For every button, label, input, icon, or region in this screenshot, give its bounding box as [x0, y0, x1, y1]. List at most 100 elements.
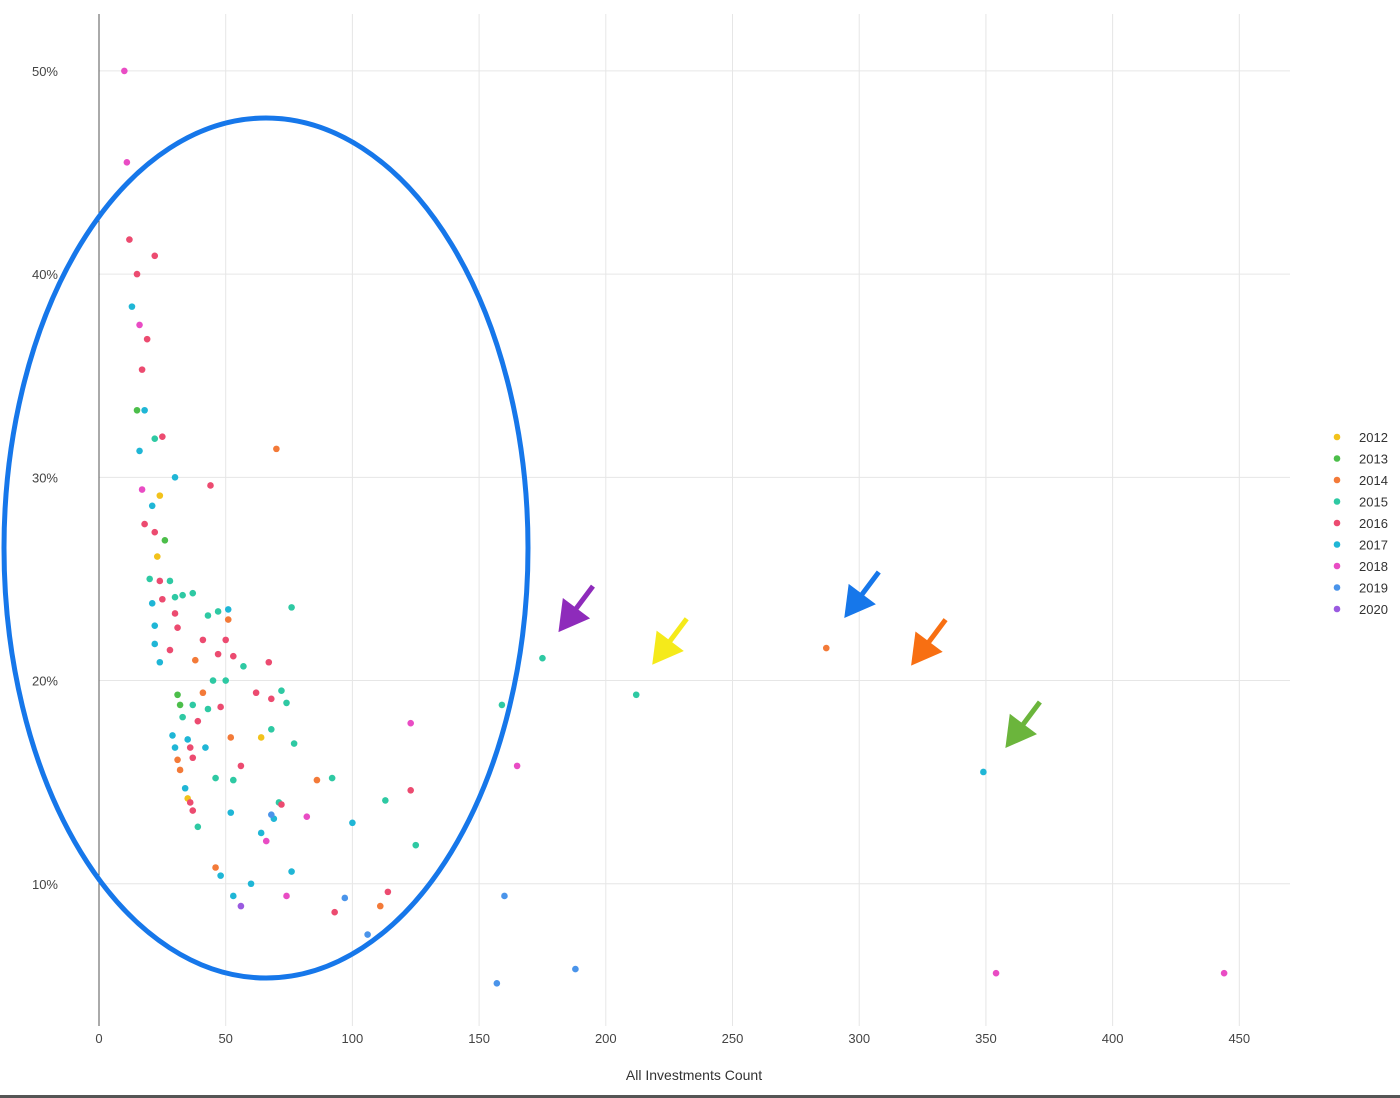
y-tick-label: 50% — [32, 64, 58, 79]
data-point-2016 — [156, 577, 164, 585]
data-point-2014 — [227, 734, 235, 741]
data-point-2017 — [128, 303, 136, 310]
data-point-2015 — [278, 687, 285, 694]
data-point-2016 — [143, 335, 151, 343]
annotation-arrow — [1005, 700, 1042, 748]
data-point-2016 — [268, 695, 275, 703]
legend-label: 2012 — [1359, 430, 1388, 445]
x-tick-label: 100 — [342, 1031, 364, 1046]
data-point-2017 — [171, 474, 179, 481]
data-point-2016 — [141, 520, 148, 528]
data-point-2015 — [204, 612, 212, 619]
data-point-2015 — [214, 608, 222, 615]
data-point-2015 — [240, 663, 247, 670]
data-point-2016 — [159, 433, 166, 440]
legend-label: 2013 — [1359, 452, 1388, 467]
annotation-arrow — [844, 570, 881, 619]
x-tick-label: 0 — [95, 1031, 102, 1046]
data-point-2016 — [189, 807, 197, 814]
arrow-head — [558, 597, 591, 633]
bottom-border — [0, 1095, 1400, 1098]
data-point-2018 — [513, 762, 521, 770]
data-point-2015 — [498, 701, 506, 709]
data-point-2015 — [212, 774, 219, 782]
data-point-2017 — [184, 736, 191, 743]
data-point-2014 — [273, 445, 280, 453]
data-point-2017 — [171, 744, 179, 751]
data-point-2016 — [189, 754, 197, 762]
data-point-2017 — [227, 809, 235, 816]
annotation-arrow — [911, 618, 948, 666]
data-point-2012 — [156, 492, 164, 499]
data-point-2014 — [224, 616, 232, 623]
data-point-2015 — [290, 740, 298, 747]
arrow-shaft — [1019, 700, 1042, 728]
data-point-2017 — [151, 640, 159, 648]
x-tick-label: 450 — [1228, 1031, 1250, 1046]
data-point-2014 — [376, 902, 384, 910]
data-point-2016 — [151, 252, 159, 260]
data-point-2015 — [194, 823, 202, 831]
data-point-2016 — [159, 595, 166, 603]
data-point-2015 — [412, 841, 420, 849]
data-point-2015 — [146, 575, 153, 583]
arrow-shaft — [858, 570, 881, 598]
data-point-2016 — [199, 636, 207, 644]
grid — [99, 14, 1290, 1026]
arrow-head — [1005, 713, 1037, 748]
data-point-2015 — [166, 577, 174, 585]
arrow-shaft — [572, 584, 595, 612]
legend-marker — [1333, 498, 1341, 505]
highlight-ellipse — [1, 115, 531, 981]
legend: 2012 2013 2014 2015 2016 2017 2018 2019 2020 — [1333, 430, 1388, 617]
data-point-2016 — [237, 762, 245, 770]
x-tick-label: 250 — [722, 1031, 744, 1046]
data-point-2017 — [148, 600, 156, 607]
arrow-head — [911, 631, 943, 666]
legend-marker — [1333, 562, 1341, 570]
data-point-2013 — [176, 701, 184, 709]
data-point-2015 — [179, 713, 186, 721]
data-point-2019 — [364, 931, 371, 938]
data-point-2017 — [217, 872, 224, 879]
data-point-2020 — [237, 902, 245, 910]
data-point-2015 — [283, 699, 290, 707]
legend-label: 2018 — [1359, 559, 1388, 574]
y-axis-ticks: 10% 20% 30% 40% 50% — [32, 64, 58, 892]
data-point-2019 — [341, 894, 349, 902]
data-point-2019 — [572, 965, 579, 973]
data-point-2015 — [230, 776, 237, 784]
data-point-2013 — [133, 406, 141, 414]
data-point-2017 — [148, 502, 156, 510]
data-point-2017 — [224, 606, 232, 613]
data-point-2016 — [126, 236, 133, 243]
legend-label: 2015 — [1359, 495, 1388, 510]
data-point-2016 — [207, 482, 214, 489]
arrow-shaft — [925, 618, 948, 646]
data-point-2015 — [632, 691, 640, 699]
arrow-head — [652, 630, 684, 665]
data-points — [121, 67, 1228, 987]
x-tick-label: 400 — [1102, 1031, 1124, 1046]
data-point-2017 — [980, 768, 987, 776]
data-point-2014 — [199, 689, 207, 697]
annotation-arrow — [558, 584, 595, 633]
annotations — [1, 115, 1042, 981]
data-point-2016 — [331, 908, 338, 916]
legend-marker — [1333, 605, 1341, 613]
data-point-2015 — [179, 591, 186, 599]
data-point-2015 — [151, 435, 159, 443]
data-point-2015 — [268, 726, 275, 733]
data-point-2016 — [186, 799, 194, 806]
data-point-2015 — [539, 654, 546, 662]
x-tick-label: 50 — [218, 1031, 232, 1046]
data-point-2014 — [212, 864, 219, 871]
data-point-2014 — [174, 756, 181, 764]
data-point-2017 — [247, 880, 255, 888]
data-point-2016 — [186, 744, 194, 751]
data-point-2018 — [1220, 969, 1228, 977]
data-point-2017 — [288, 868, 295, 875]
data-point-2017 — [349, 819, 356, 827]
x-axis-title: All Investments Count — [626, 1067, 762, 1083]
